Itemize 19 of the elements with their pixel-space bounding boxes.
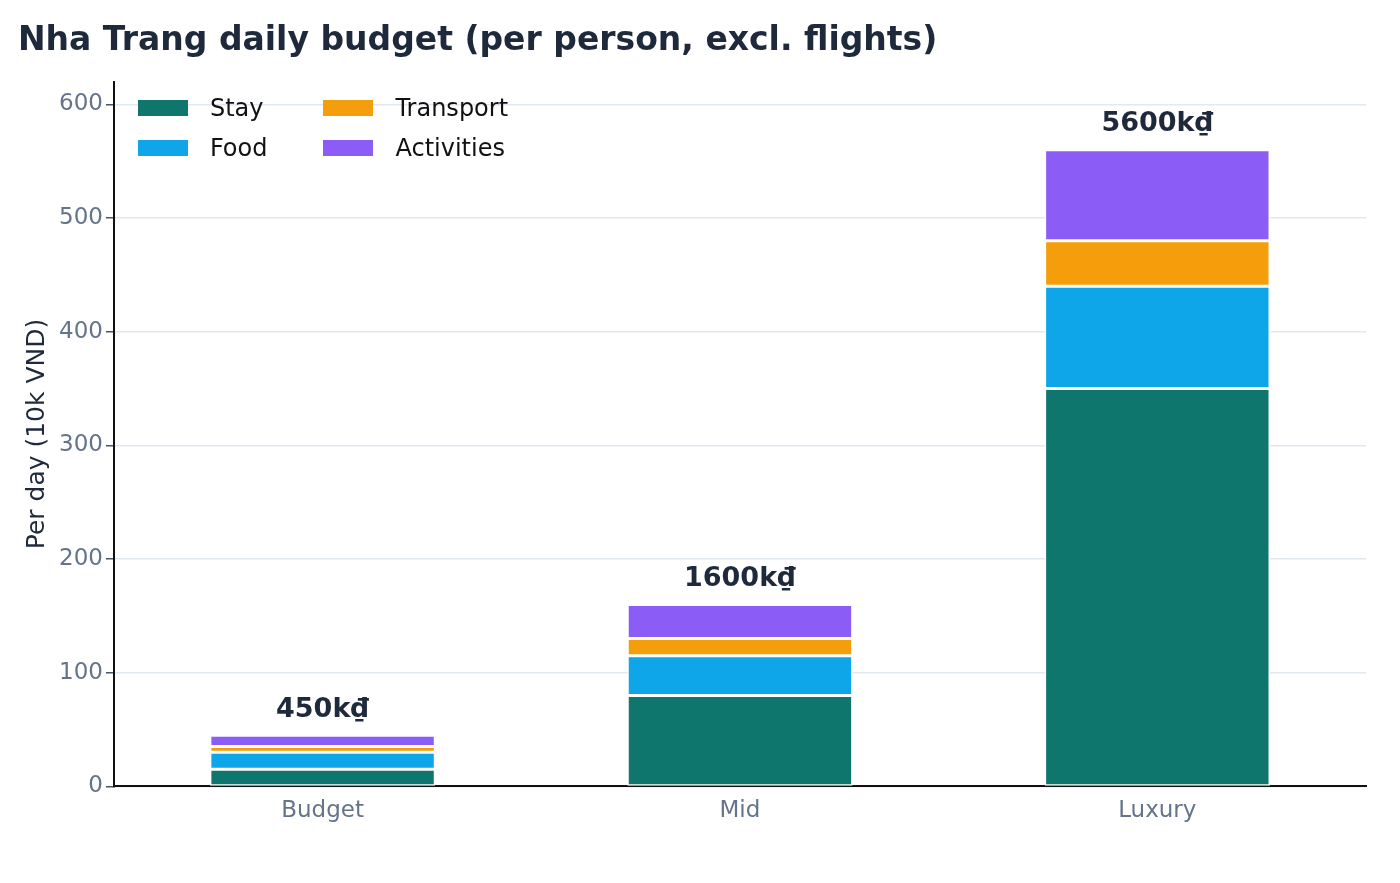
legend-label: Stay bbox=[209, 93, 264, 122]
y-tick-label: 400 bbox=[58, 316, 103, 343]
annotation: 1600k₫ bbox=[684, 561, 797, 593]
legend-label: Activities bbox=[395, 133, 505, 162]
legend-label: Food bbox=[209, 133, 268, 162]
y-tick-label: 100 bbox=[58, 657, 103, 684]
x-tick-label: Luxury bbox=[1118, 796, 1197, 823]
y-tick-label: 200 bbox=[58, 544, 103, 571]
y-tick-label: 0 bbox=[88, 771, 103, 798]
annotation: 5600k₫ bbox=[1101, 106, 1214, 138]
x-tick-label: Budget bbox=[281, 796, 364, 823]
y-tick-label: 500 bbox=[58, 202, 103, 229]
legend-label: Transport bbox=[395, 93, 509, 122]
x-tick-label: Mid bbox=[719, 796, 761, 823]
annotation: 450k₫ bbox=[276, 691, 370, 723]
y-tick-label: 600 bbox=[58, 89, 103, 116]
y-axis-title: Per day (10k VND) bbox=[20, 318, 50, 550]
y-tick-label: 300 bbox=[58, 430, 103, 457]
chart-title: Nha Trang daily budget (per person, excl. flights) bbox=[18, 19, 938, 59]
